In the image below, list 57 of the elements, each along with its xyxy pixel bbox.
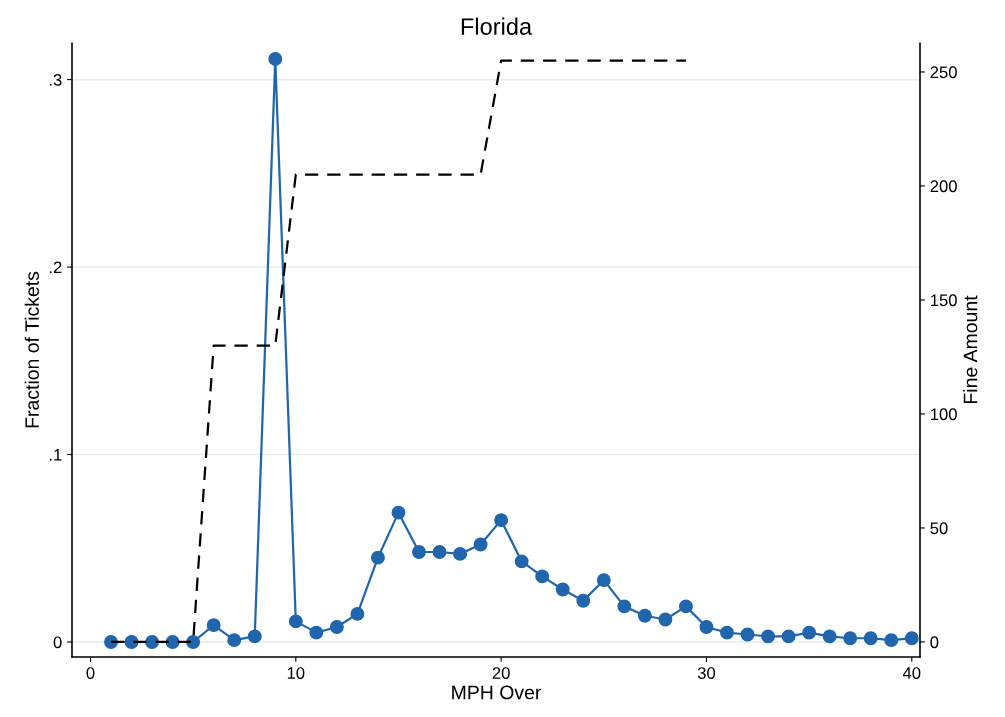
- point: [555, 582, 570, 597]
- x-tick-label: 30: [697, 667, 716, 679]
- point: [802, 625, 817, 640]
- point: [884, 633, 899, 648]
- point: [904, 631, 919, 646]
- point: [535, 569, 550, 584]
- chart-title: Florida: [461, 17, 533, 35]
- y-tick-label: .1: [49, 449, 62, 461]
- point: [822, 629, 837, 644]
- point: [637, 608, 652, 623]
- point: [453, 546, 468, 561]
- point: [227, 633, 242, 648]
- point: [781, 629, 796, 644]
- point: [494, 513, 509, 528]
- y-tick-label: .2: [49, 261, 62, 274]
- point: [329, 620, 344, 634]
- y2-tick-label: 0: [930, 636, 939, 649]
- point: [617, 599, 632, 614]
- y2-tick-label: 100: [930, 408, 957, 421]
- point: [186, 635, 201, 649]
- x-tick-label: 20: [492, 667, 510, 679]
- point: [473, 537, 488, 552]
- point: [165, 635, 180, 649]
- point: [206, 618, 221, 633]
- point: [740, 627, 755, 642]
- y2-tick-label: 200: [930, 180, 957, 193]
- y2-axis-title: Fine Amount: [963, 295, 978, 403]
- y-tick-label: .3: [49, 73, 62, 86]
- point: [576, 593, 591, 608]
- point: [391, 505, 406, 520]
- point: [309, 625, 324, 640]
- x-axis-title: MPH Over: [452, 685, 542, 700]
- point: [288, 614, 303, 629]
- point: [268, 51, 283, 66]
- point: [350, 606, 365, 621]
- y2-tick-label: 250: [930, 66, 957, 79]
- x-tick-label: 40: [902, 667, 921, 679]
- point: [596, 573, 611, 588]
- point: [247, 629, 262, 644]
- point: [843, 631, 858, 646]
- point: [863, 631, 878, 646]
- y2-tick-label: 150: [930, 294, 957, 307]
- point: [412, 545, 426, 559]
- point: [370, 550, 385, 565]
- point: [761, 629, 776, 644]
- point: [658, 612, 673, 627]
- y2-tick-label: 50: [930, 522, 948, 535]
- point: [720, 625, 734, 640]
- y-tick-label: 0: [53, 636, 62, 649]
- point: [145, 635, 160, 649]
- x-tick-label: 0: [86, 667, 95, 679]
- point: [432, 545, 447, 559]
- point: [699, 620, 714, 634]
- point: [678, 599, 693, 614]
- point: [514, 554, 529, 569]
- y-axis-title: Fraction of Tickets: [24, 271, 39, 428]
- x-tick-label: 10: [287, 667, 305, 679]
